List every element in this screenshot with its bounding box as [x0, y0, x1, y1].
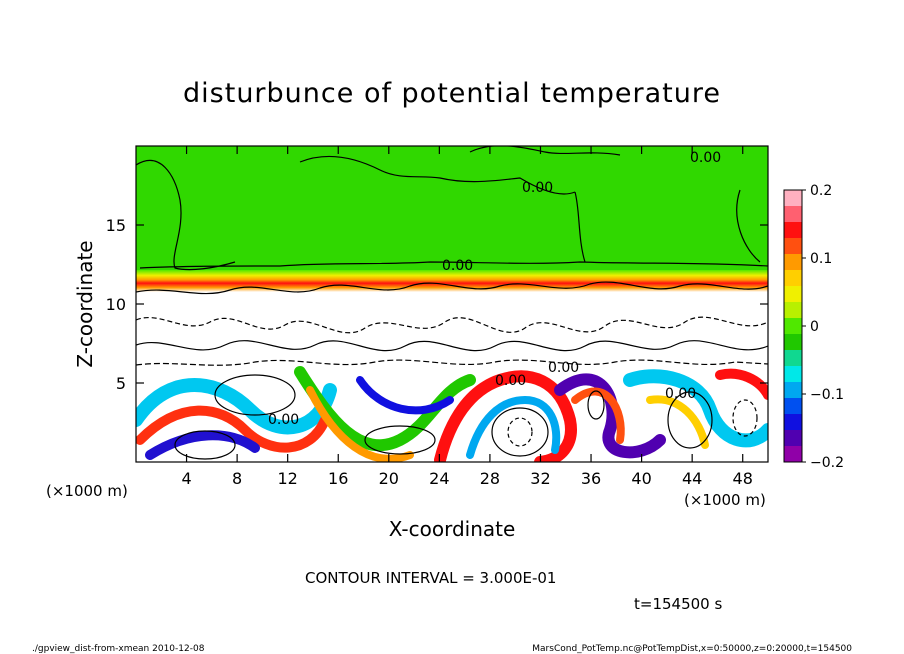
x-tick-label: 8 — [232, 469, 242, 488]
x-tick-label: 20 — [379, 469, 399, 488]
colorbar-swatch — [784, 318, 802, 335]
colorbar-swatch — [784, 430, 802, 447]
colorbar-swatch — [784, 190, 802, 207]
contour-label: 0.00 — [548, 360, 579, 376]
heatmap-field: 0.00 0.00 0.00 0.00 0.00 0.00 0.00 — [136, 146, 768, 462]
x-tick-label: 12 — [278, 469, 298, 488]
colorbar-swatch — [784, 222, 802, 239]
colorbar — [783, 189, 803, 463]
colorbar-tick-label: 0.2 — [810, 183, 832, 199]
colorbar-swatch — [784, 366, 802, 383]
x-tick-label: 4 — [181, 469, 191, 488]
x-tick-label: 16 — [328, 469, 348, 488]
contour-label: 0.00 — [690, 150, 721, 166]
colorbar-tick-label: 0 — [810, 319, 819, 335]
contour-interval-text: CONTOUR INTERVAL = 3.000E-01 — [305, 569, 556, 587]
colorbar-swatch — [784, 254, 802, 271]
contour-label: 0.00 — [442, 258, 473, 274]
colorbar-swatch — [784, 350, 802, 367]
contour-label: 0.00 — [268, 412, 299, 428]
x-tick-label: 32 — [530, 469, 550, 488]
colorbar-tick-label: −0.1 — [810, 387, 844, 403]
x-tick-label: 40 — [631, 469, 651, 488]
warm-band — [136, 270, 768, 292]
colorbar-swatch — [784, 334, 802, 351]
colorbar-tick-label: −0.2 — [810, 455, 844, 471]
contour-lines — [136, 146, 768, 460]
footer-left: ./gpview_dist-from-xmean 2010-12-08 — [32, 644, 205, 654]
colorbar-swatch — [784, 382, 802, 399]
contour-label: 0.00 — [495, 373, 526, 389]
colorbar-ticks: 0.2 0.1 0 −0.1 −0.2 — [802, 183, 844, 471]
y-axis-ticks: 5 10 15 — [106, 216, 768, 393]
x-axis-label: X-coordinate — [389, 517, 516, 541]
x-tick-label: 24 — [429, 469, 449, 488]
eddy-patterns — [136, 366, 768, 462]
y-axis-label: Z-coordinate — [73, 240, 97, 367]
x-unit-right: (×1000 m) — [684, 491, 766, 509]
chart-title: disturbunce of potential temperature — [183, 78, 721, 109]
x-tick-label: 28 — [480, 469, 500, 488]
colorbar-swatch — [784, 398, 802, 415]
x-tick-label: 44 — [682, 469, 702, 488]
contour-label-group: 0.00 0.00 0.00 0.00 0.00 0.00 0.00 — [268, 150, 721, 428]
x-axis-ticks: 4 8 12 16 20 24 28 32 36 40 44 48 — [181, 146, 753, 488]
y-tick-label: 15 — [106, 216, 126, 235]
colorbar-swatch — [784, 414, 802, 431]
x-tick-label: 36 — [581, 469, 601, 488]
contour-label: 0.00 — [665, 386, 696, 402]
colorbar-swatch — [784, 446, 802, 463]
colorbar-swatch — [784, 270, 802, 287]
colorbar-swatch — [784, 238, 802, 255]
contour-label: 0.00 — [522, 180, 553, 196]
stratosphere-region — [136, 146, 768, 276]
y-tick-label: 5 — [116, 374, 126, 393]
colorbar-tick-label: 0.1 — [810, 251, 832, 267]
x-tick-label: 48 — [733, 469, 753, 488]
x-unit-left: (×1000 m) — [46, 482, 128, 500]
time-text: t=154500 s — [634, 595, 722, 613]
colorbar-swatch — [784, 302, 802, 319]
y-tick-label: 10 — [106, 295, 126, 314]
colorbar-swatch — [784, 286, 802, 303]
colorbar-swatch — [784, 206, 802, 223]
footer-right: MarsCond_PotTemp.nc@PotTempDist,x=0:5000… — [532, 644, 852, 654]
convective-layer — [136, 292, 768, 370]
